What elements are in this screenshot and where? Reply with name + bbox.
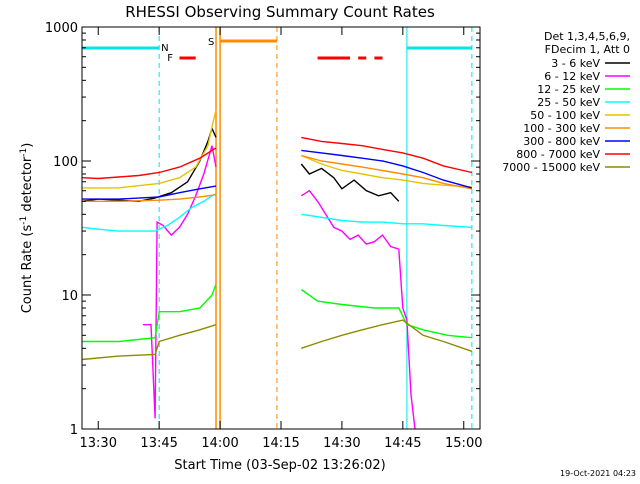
flare-flag-label: F xyxy=(167,53,173,64)
y-axis-label-part-1: Count Rate (s xyxy=(20,225,35,314)
legend-label-1: 6 - 12 keV xyxy=(544,70,600,83)
legend-header-0: Det 1,3,4,5,6,9, xyxy=(544,30,630,43)
chart-title: RHESSI Observing Summary Count Rates xyxy=(125,3,435,21)
y-tick-label-1: 10 xyxy=(61,289,78,304)
series-line-1-b xyxy=(300,189,416,430)
legend-label-2: 12 - 25 keV xyxy=(537,83,600,96)
series-line-6-b xyxy=(301,149,473,189)
series-line-8-b xyxy=(301,319,473,352)
x-tick-label-5: 14:45 xyxy=(384,436,421,451)
series-line-6-a xyxy=(82,185,217,200)
legend-label-4: 50 - 100 keV xyxy=(530,109,600,122)
y-axis-label: Count Rate (s-1 detector-1) xyxy=(19,143,35,314)
series-line-1-a xyxy=(142,145,217,419)
legend: Det 1,3,4,5,6,9,FDecim 1, Att 03 - 6 keV… xyxy=(502,30,630,174)
x-tick-label-6: 15:00 xyxy=(445,436,482,451)
generation-timestamp: 19-Oct-2021 04:23 xyxy=(560,469,636,478)
x-tick-label-3: 14:15 xyxy=(262,436,299,451)
y-axis-label-part-3: ) xyxy=(20,143,35,148)
x-axis-label: Start Time (03-Sep-02 13:26:02) xyxy=(174,458,385,473)
series-line-7-a xyxy=(81,147,217,180)
series-layer xyxy=(81,109,473,430)
series-line-8-a xyxy=(81,324,217,361)
x-axis: 13:30 13:45 14:00 14:15 14:30 14:45 15:00 xyxy=(80,27,482,451)
series-line-5-b xyxy=(301,154,473,190)
series-line-4-a xyxy=(82,109,217,189)
saa-flag-label: S xyxy=(208,37,214,48)
night-flag-label: N xyxy=(161,43,168,54)
legend-label-6: 300 - 800 keV xyxy=(523,135,600,148)
legend-label-5: 100 - 300 keV xyxy=(523,122,600,135)
series-line-3-a xyxy=(81,193,217,232)
y-tick-label-0: 1 xyxy=(70,423,78,438)
y-axis-label-part-2: detector xyxy=(20,156,35,216)
series-line-2-b xyxy=(300,288,472,339)
legend-label-8: 7000 - 15000 keV xyxy=(502,161,600,174)
series-line-4-b xyxy=(301,154,472,188)
legend-label-7: 800 - 7000 keV xyxy=(516,148,600,161)
x-tick-label-4: 14:30 xyxy=(323,436,360,451)
legend-label-3: 25 - 50 keV xyxy=(537,96,600,109)
series-line-5-a xyxy=(82,194,217,203)
y-tick-label-3: 1000 xyxy=(45,21,78,36)
y-axis-label-sup-1: -1 xyxy=(19,216,29,225)
y-tick-label-2: 100 xyxy=(53,155,78,170)
series-line-2-a xyxy=(82,284,217,343)
legend-label-0: 3 - 6 keV xyxy=(551,57,600,70)
x-tick-label-2: 14:00 xyxy=(201,436,238,451)
series-line-0-b xyxy=(300,163,400,202)
plot-lines xyxy=(158,27,473,429)
legend-header-1: FDecim 1, Att 0 xyxy=(545,43,630,56)
x-tick-label-1: 13:45 xyxy=(140,436,177,451)
y-axis: 1 10 100 1000 xyxy=(45,21,480,438)
series-line-7-b xyxy=(301,136,473,174)
y-axis-label-sup-2: -1 xyxy=(19,148,29,157)
flag-layer: NF S xyxy=(82,37,472,64)
x-tick-label-0: 13:30 xyxy=(80,436,117,451)
series-line-3-b xyxy=(301,213,472,228)
